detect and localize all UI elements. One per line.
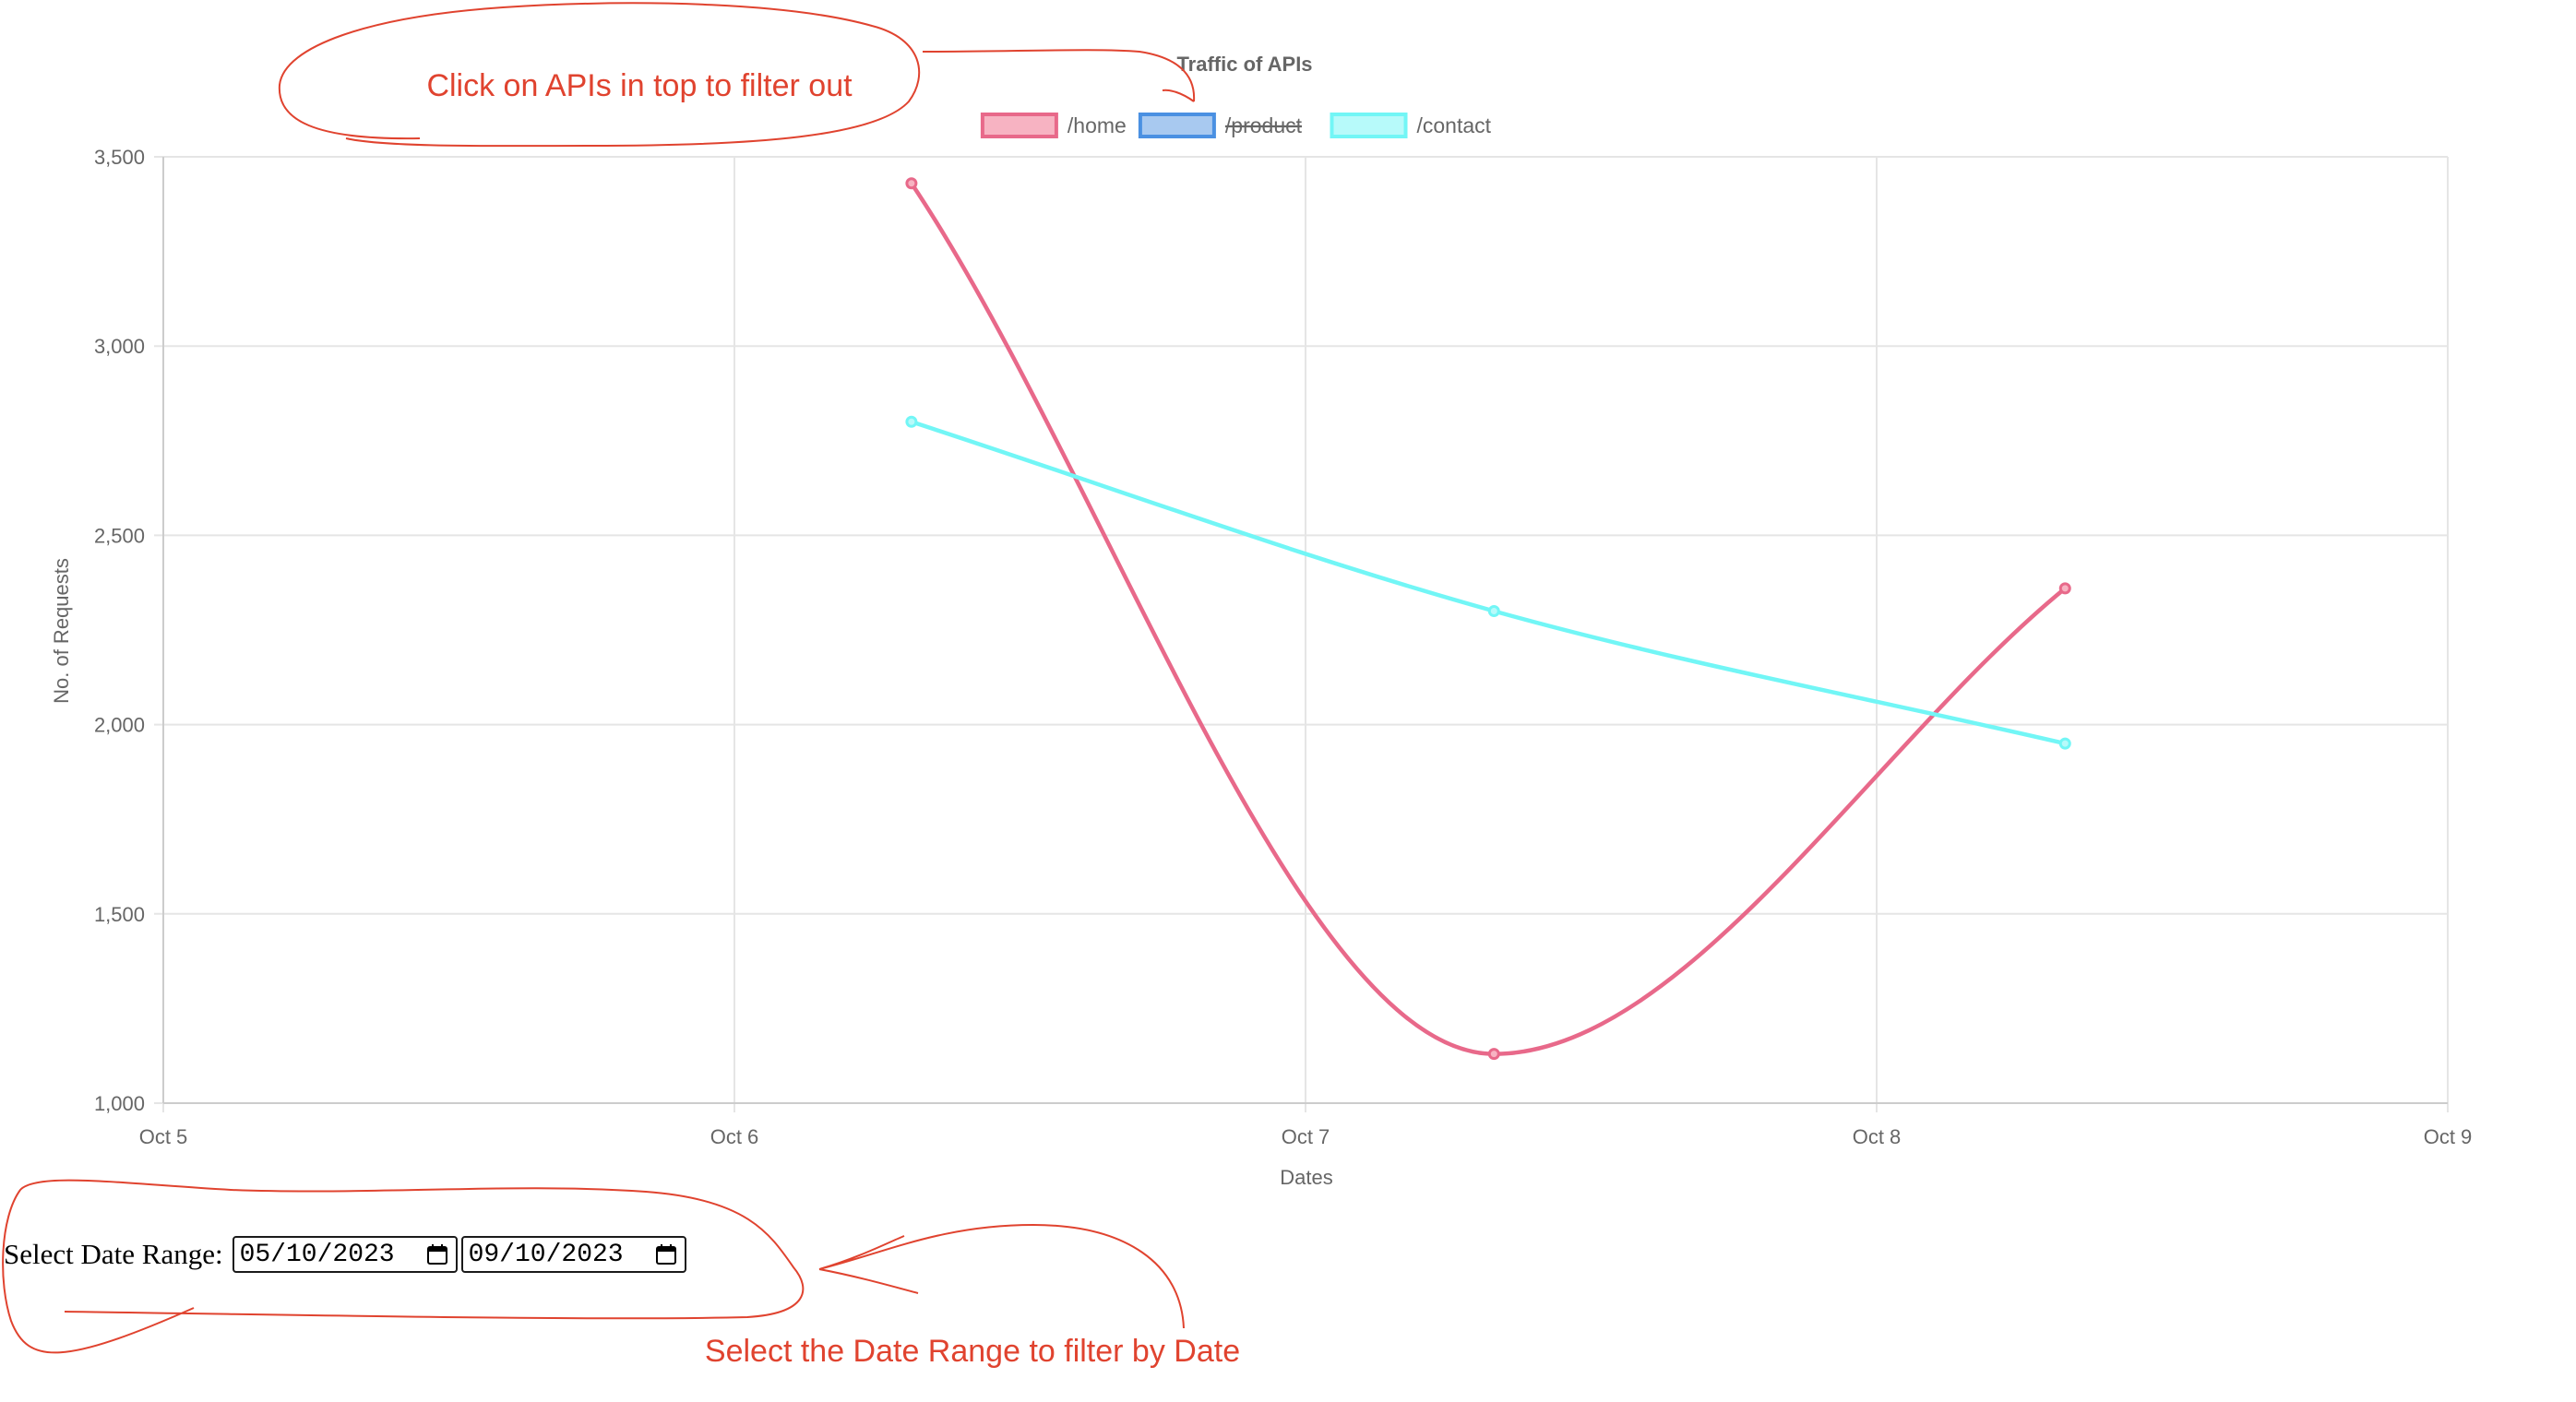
x-tick-label: Oct 9 [2424, 1125, 2473, 1148]
annotation-bottom-arrow [818, 1223, 1185, 1329]
legend-swatch [1330, 113, 1408, 138]
annotation-bottom-text: Select the Date Range to filter by Date [705, 1334, 1240, 1369]
legend-label: /home [1067, 113, 1127, 137]
y-tick-label: 3,000 [94, 335, 145, 358]
legend-swatch [980, 113, 1058, 138]
legend-swatch [1138, 113, 1216, 138]
x-tick-label: Oct 6 [710, 1125, 759, 1148]
data-point-contact [905, 415, 918, 428]
y-tick-label: 3,500 [94, 146, 145, 169]
start-date-value: 05/10/2023 [239, 1240, 395, 1269]
y-tick-label: 2,000 [94, 714, 145, 737]
legend-item-home[interactable]: /home [980, 113, 1127, 138]
annotation-bottom-scribble [2, 1179, 805, 1354]
y-tick-label: 1,000 [94, 1092, 145, 1115]
annotation-top-text: Click on APIs in top to filter out [426, 68, 853, 103]
data-point-contact [1487, 604, 1500, 617]
x-axis-title: Dates [1280, 1166, 1332, 1189]
annotation-top: Click on APIs in top to filter out [278, 2, 1196, 148]
series-line-contact [911, 420, 2066, 746]
data-point-home [2058, 582, 2071, 595]
end-date-value: 09/10/2023 [468, 1240, 624, 1269]
data-point-home [1487, 1048, 1500, 1061]
y-axis-title: No. of Requests [50, 558, 73, 704]
chart-axes: 1,000 1,500 2,000 2,500 3,000 3,500 Oct 5 Oct 6… [94, 146, 2472, 1148]
calendar-icon[interactable] [426, 1243, 448, 1265]
chart-legend: /home/product/contact [980, 113, 1492, 138]
data-point-home [905, 177, 918, 190]
legend-item-contact[interactable]: /contact [1330, 113, 1492, 138]
annotation-top-arrow [922, 49, 1196, 102]
x-tick-label: Oct 7 [1282, 1125, 1330, 1148]
data-point-contact [2058, 737, 2071, 750]
series-line-home [910, 182, 2067, 1056]
legend-label: /product [1225, 113, 1303, 137]
calendar-icon[interactable] [655, 1243, 677, 1265]
annotation-top-scribble [278, 2, 921, 148]
x-tick-label: Oct 8 [1853, 1125, 1902, 1148]
x-tick-label: Oct 5 [139, 1125, 188, 1148]
y-tick-label: 1,500 [94, 903, 145, 926]
legend-label: /contact [1417, 113, 1492, 137]
end-date-input[interactable]: 09/10/2023 [460, 1236, 686, 1273]
date-range-controls: Select Date Range: 05/10/2023 09/10/2023 [4, 1232, 686, 1277]
y-tick-label: 2,500 [94, 524, 145, 547]
legend-item-product[interactable]: /product [1138, 113, 1303, 138]
annotation-bottom: Select the Date Range to filter by Date [2, 1179, 1240, 1369]
date-range-label: Select Date Range: [4, 1238, 223, 1270]
start-date-input[interactable]: 05/10/2023 [232, 1236, 458, 1273]
chart-series [905, 177, 2071, 1061]
chart-grid [154, 156, 2449, 1112]
chart-title: Traffic of APIs [1176, 53, 1312, 76]
